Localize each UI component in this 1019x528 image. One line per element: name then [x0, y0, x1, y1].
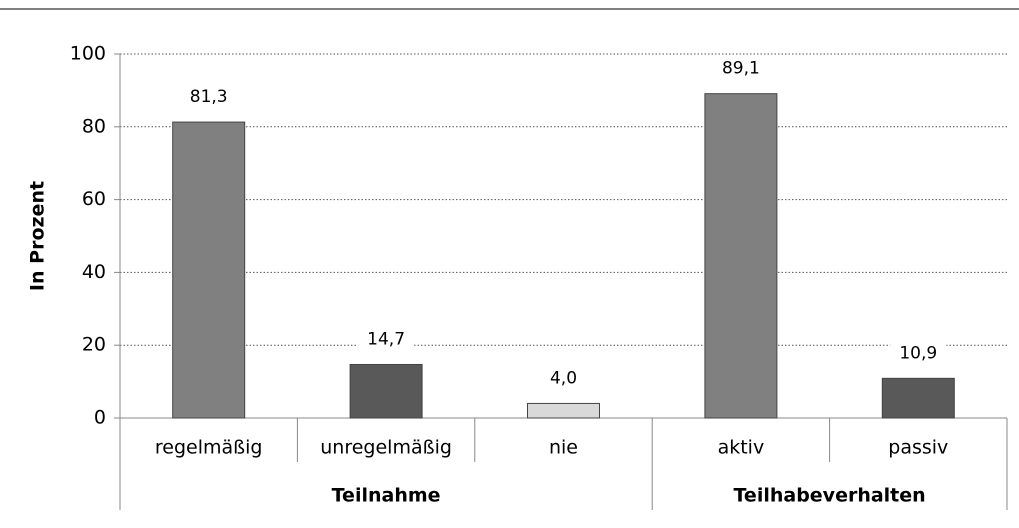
value-label: 14,7	[367, 329, 405, 349]
y-tick-label: 20	[82, 334, 106, 356]
y-axis-label: In Prozent	[27, 181, 49, 291]
bar	[881, 377, 955, 419]
y-tick-label: 60	[82, 188, 106, 210]
x-tick-label: nie	[549, 437, 578, 459]
value-label: 81,3	[190, 87, 228, 107]
value-label: 89,1	[722, 59, 760, 79]
value-label-bg	[712, 55, 769, 80]
value-label-bg	[535, 365, 592, 390]
x-tick-label: unregelmäßig	[320, 437, 452, 459]
y-tick-label: 100	[70, 43, 106, 65]
group-label: Teilhabeverhalten	[734, 485, 926, 507]
y-tick-label: 80	[82, 115, 106, 137]
value-label: 4,0	[550, 368, 577, 388]
y-tick-label: 40	[82, 261, 106, 283]
bar	[527, 402, 600, 419]
value-label: 10,9	[899, 343, 937, 363]
bar	[349, 363, 423, 419]
x-tick-label: aktiv	[718, 437, 765, 459]
value-label-bg	[890, 340, 947, 365]
group-label: Teilnahme	[332, 485, 441, 507]
value-label-bg	[358, 326, 415, 351]
value-label-bg	[180, 84, 237, 109]
bar	[172, 121, 246, 419]
y-tick-label: 0	[94, 407, 106, 429]
x-tick-label: regelmäßig	[155, 437, 263, 459]
bar	[704, 93, 778, 419]
x-tick-label: passiv	[888, 437, 948, 459]
